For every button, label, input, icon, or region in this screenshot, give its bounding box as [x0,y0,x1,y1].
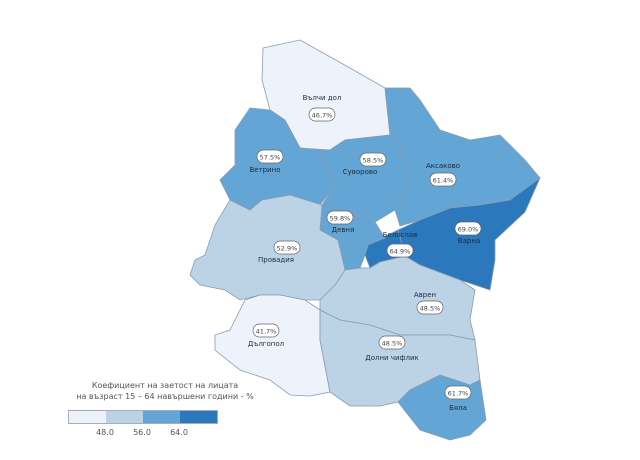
region-name: Девня [332,226,355,234]
region-value: 52.9% [277,244,298,252]
region-name: Варна [458,237,480,245]
legend-color-bar [68,410,218,424]
region-value: 69.0% [458,225,479,233]
region-value: 41.7% [256,327,277,335]
region-2[interactable] [319,134,411,223]
region-name: Суворово [343,168,378,176]
region-value: 48.5% [420,304,441,312]
region-value: 59.8% [330,214,351,222]
region-name: Вълчи дол [303,94,342,102]
region-value: 64.9% [390,247,411,255]
region-value: 46.7% [312,111,333,119]
value-pill [359,152,387,167]
value-pill [378,335,406,350]
region-value: 58.5% [363,156,384,164]
legend-tick: 64.0 [170,428,188,437]
value-pill [256,149,284,164]
legend-swatch [143,411,180,423]
region-name: Ветрино [249,166,280,174]
legend-swatch [180,411,217,423]
value-pill [386,243,414,258]
value-pill [454,221,482,236]
region-value: 57.5% [260,153,281,161]
legend-title-1: Коефициент на заетост на лицата [91,381,239,390]
legend-swatch [69,411,106,423]
region-value: 48.5% [382,339,403,347]
value-pill [429,172,457,187]
value-pill [273,240,301,255]
legend-swatch [106,411,143,423]
region-name: Провадия [258,256,294,264]
region-name: Долни чифлик [365,354,419,362]
value-pill [308,107,336,122]
region-name: Аврен [414,291,436,299]
region-value: 61.7% [448,389,469,397]
value-pill [326,210,354,225]
value-pill [252,323,280,338]
region-7[interactable] [189,194,346,301]
region-name: Бяла [449,404,467,412]
region-name: Белослав [383,231,418,239]
legend-tick: 56.0 [133,428,151,437]
legend: Коефициент на заетост на лицата на възра… [60,380,270,437]
region-value: 61.4% [433,176,454,184]
legend-ticks: 48.0 56.0 64.0 [68,424,270,437]
region-name: Аксаково [426,162,460,170]
value-pill [416,300,444,315]
legend-tick: 48.0 [96,428,114,437]
value-pill [444,385,472,400]
region-name: Дългопол [248,340,284,348]
legend-title-2: на възраст 15 – 64 навършени години - % [76,392,254,401]
region-8[interactable] [319,255,476,341]
